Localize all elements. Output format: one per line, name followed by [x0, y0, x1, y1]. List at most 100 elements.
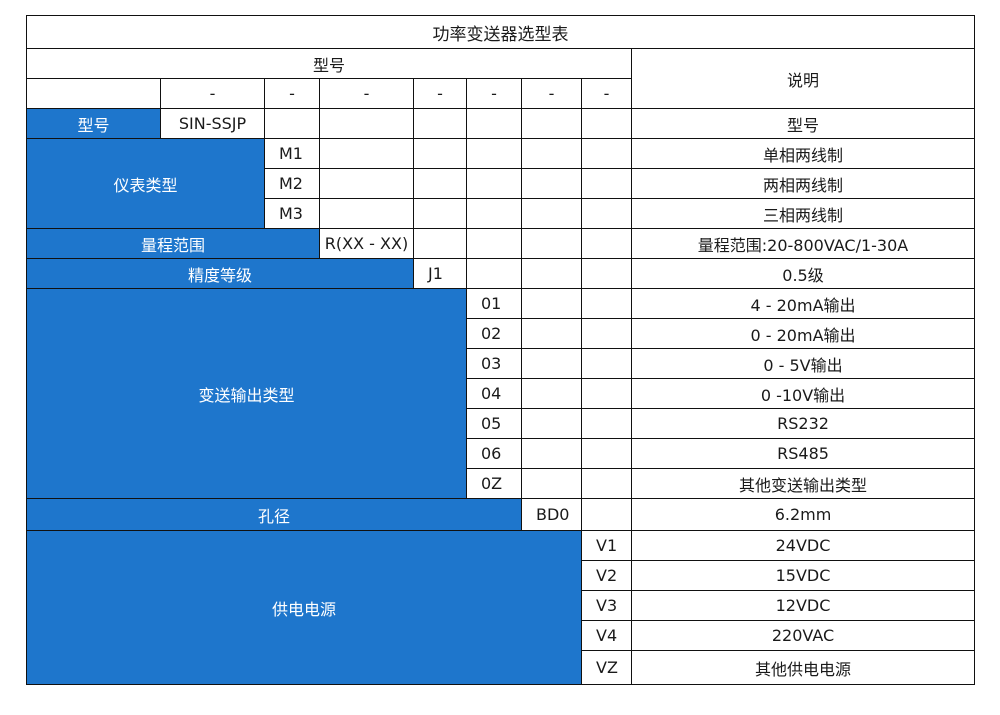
dash-cell: - — [466, 78, 522, 109]
table-row: 06 RS485 — [27, 438, 976, 469]
empty-cell — [466, 108, 522, 139]
code-cell: 05 — [466, 408, 522, 439]
description: 4 - 20mA输出 — [630, 288, 976, 319]
empty-cell — [521, 108, 582, 139]
description: 0 - 20mA输出 — [630, 318, 976, 349]
description: 24VDC — [630, 530, 976, 561]
table-row: M3 三相两线制 — [27, 198, 976, 229]
empty-cell — [521, 138, 582, 169]
table-row: 功率变送器选型表 — [25, 15, 976, 49]
meter-type-label: 仪表类型 — [26, 138, 265, 229]
empty-cell — [581, 168, 632, 199]
output-type-label: 变送输出类型 — [26, 288, 467, 499]
power-supply-label: 供电电源 — [26, 530, 582, 685]
code-cell: 06 — [466, 438, 522, 469]
empty-cell — [581, 108, 632, 139]
code-cell: 02 — [466, 318, 522, 349]
description: 两相两线制 — [630, 168, 976, 199]
empty-cell — [413, 198, 467, 229]
table-row: 仪表类型 M1 单相两线制 — [26, 138, 976, 229]
empty-cell — [521, 348, 582, 379]
empty-cell — [521, 318, 582, 349]
empty-cell — [413, 228, 467, 259]
table-row: V3 12VDC — [27, 590, 976, 621]
empty-cell — [581, 498, 632, 531]
empty-cell — [413, 138, 467, 169]
empty-cell — [521, 168, 582, 199]
dash-cell: - — [319, 78, 414, 109]
code-cell: M1 — [264, 138, 320, 169]
description: 15VDC — [630, 560, 976, 591]
code-cell: J1 — [413, 258, 467, 289]
description: RS485 — [630, 438, 976, 469]
dash-cell: - — [413, 78, 467, 109]
table-row: 02 0 - 20mA输出 — [27, 318, 976, 349]
description: 0 - 5V输出 — [630, 348, 976, 379]
description: 单相两线制 — [630, 138, 976, 169]
empty-cell — [413, 108, 467, 139]
empty-cell — [521, 258, 582, 289]
empty-cell — [319, 168, 414, 199]
empty-cell — [581, 438, 632, 469]
empty-cell — [581, 228, 632, 259]
description: 其他供电电源 — [630, 650, 976, 685]
table-row: V2 15VDC — [27, 560, 976, 591]
description: 220VAC — [630, 620, 976, 651]
table-row: VZ 其他供电电源 — [27, 650, 976, 685]
description-header: 说明 — [630, 48, 976, 109]
empty-cell — [581, 468, 632, 499]
description: 其他变送输出类型 — [630, 468, 976, 499]
empty-cell — [466, 258, 522, 289]
range-label: 量程范围 — [26, 228, 320, 259]
table-row: 03 0 - 5V输出 — [27, 348, 976, 379]
description: RS232 — [630, 408, 976, 439]
code-cell: M3 — [264, 198, 320, 229]
code-cell: R(XX - XX) — [319, 228, 414, 259]
code-cell: V1 — [581, 530, 632, 561]
empty-cell — [581, 378, 632, 409]
table-title: 功率变送器选型表 — [25, 15, 976, 49]
empty-cell — [521, 468, 582, 499]
table-row: 0Z 其他变送输出类型 — [27, 468, 976, 499]
code-cell: M2 — [264, 168, 320, 199]
empty-cell — [521, 228, 582, 259]
code-cell: BD0 — [521, 498, 582, 531]
description: 12VDC — [630, 590, 976, 621]
table-row: 孔径 BD0 6.2mm — [26, 498, 976, 531]
empty-cell — [466, 228, 522, 259]
description: 型号 — [630, 108, 976, 139]
accuracy-label: 精度等级 — [26, 258, 414, 289]
code-cell: VZ — [581, 650, 632, 685]
empty-cell — [581, 318, 632, 349]
code-cell: 0Z — [466, 468, 522, 499]
empty-cell — [521, 438, 582, 469]
empty-cell — [319, 138, 414, 169]
empty-cell — [581, 258, 632, 289]
empty-cell — [466, 168, 522, 199]
empty-cell — [319, 198, 414, 229]
table-row: 变送输出类型 01 4 - 20mA输出 — [26, 288, 976, 499]
empty-cell — [521, 408, 582, 439]
description: 三相两线制 — [630, 198, 976, 229]
dash-cell: - — [521, 78, 582, 109]
description: 6.2mm — [630, 498, 976, 531]
code-cell: 04 — [466, 378, 522, 409]
dash-cell: - — [581, 78, 632, 109]
empty-cell — [581, 138, 632, 169]
table-row: 量程范围 R(XX - XX) 量程范围:20-800VAC/1-30A — [26, 228, 976, 259]
empty-cell — [521, 288, 582, 319]
empty-cell — [319, 108, 414, 139]
code-cell: V2 — [581, 560, 632, 591]
description: 0.5级 — [630, 258, 976, 289]
empty-cell — [521, 198, 582, 229]
table-row: 供电电源 V1 24VDC — [26, 530, 976, 685]
table-row: 型号 SIN-SSJP 型号 — [26, 108, 976, 139]
code-cell: 03 — [466, 348, 522, 379]
aperture-label: 孔径 — [26, 498, 522, 531]
empty-cell — [26, 78, 161, 109]
empty-cell — [581, 408, 632, 439]
empty-cell — [521, 378, 582, 409]
empty-cell — [264, 108, 320, 139]
empty-cell — [581, 198, 632, 229]
selection-table: 功率变送器选型表 型号 说明 - - - - - - - 型号 SIN-SSJP 型号 仪表类型 M1 单相两… — [25, 15, 976, 685]
